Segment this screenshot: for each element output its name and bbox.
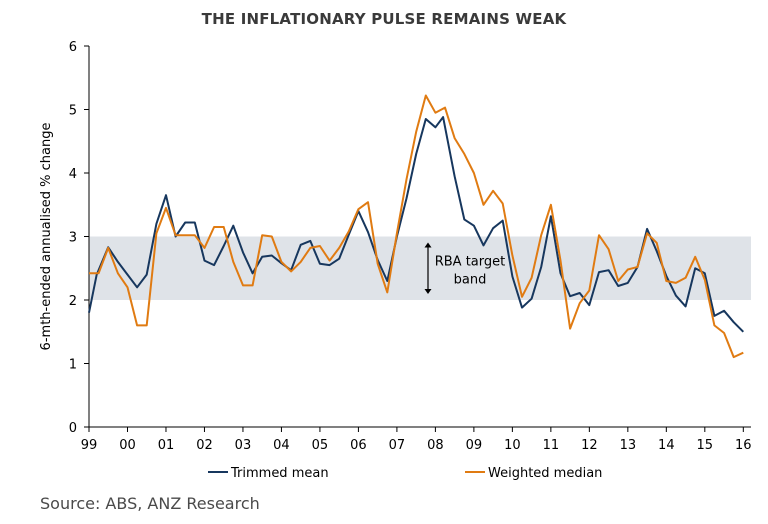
x-tick-label: 00 (119, 438, 136, 453)
arrow-down-icon (424, 289, 432, 294)
x-tick-label: 14 (658, 438, 675, 453)
x-tick-label: 13 (620, 438, 637, 453)
band-label-line2: band (454, 272, 487, 287)
x-tick-label: 08 (427, 438, 444, 453)
legend: Trimmed mean Weighted median (208, 466, 602, 481)
y-tick-label: 1 (69, 358, 77, 373)
x-tick-label: 05 (312, 438, 329, 453)
x-tick-label: 09 (466, 438, 483, 453)
y-tick-label: 0 (69, 421, 77, 436)
x-tick-label: 11 (543, 438, 560, 453)
x-tick-label: 16 (735, 438, 752, 453)
x-tick-label: 04 (273, 438, 290, 453)
x-axis: 99 00 01 02 03 04 05 06 07 08 09 10 11 12 13 14 15 16 (81, 426, 752, 453)
x-tick-label: 12 (581, 438, 598, 453)
x-tick-label: 07 (389, 438, 406, 453)
series-line-trimmed-mean (88, 116, 745, 333)
x-tick-label: 02 (196, 438, 213, 453)
x-tick-label: 01 (158, 438, 175, 453)
y-tick-label: 3 (69, 231, 77, 246)
chart-title: THE INFLATIONARY PULSE REMAINS WEAK (201, 10, 567, 28)
series-lines (88, 94, 745, 359)
x-tick-label: 06 (350, 438, 367, 453)
rba-target-band (89, 236, 751, 300)
y-axis: 0 1 2 3 4 5 6 (69, 40, 90, 436)
band-label-line1: RBA target (435, 254, 506, 269)
source-note: Source: ABS, ANZ Research (40, 494, 260, 513)
y-tick-label: 5 (69, 104, 77, 119)
y-tick-label: 6 (69, 40, 77, 55)
y-tick-label: 2 (69, 294, 77, 309)
band-annotation: RBA target band (424, 242, 506, 294)
y-axis-label: 6-mth-ended annualised % change (39, 123, 54, 351)
y-tick-label: 4 (69, 167, 77, 182)
x-tick-label: 10 (504, 438, 521, 453)
x-tick-label: 03 (235, 438, 252, 453)
series-line-weighted-median (89, 94, 744, 359)
arrow-up-icon (424, 242, 432, 248)
legend-label-trimmed-mean: Trimmed mean (230, 466, 329, 481)
x-tick-label: 99 (81, 438, 98, 453)
x-tick-label: 15 (697, 438, 714, 453)
legend-label-weighted-median: Weighted median (488, 466, 602, 481)
